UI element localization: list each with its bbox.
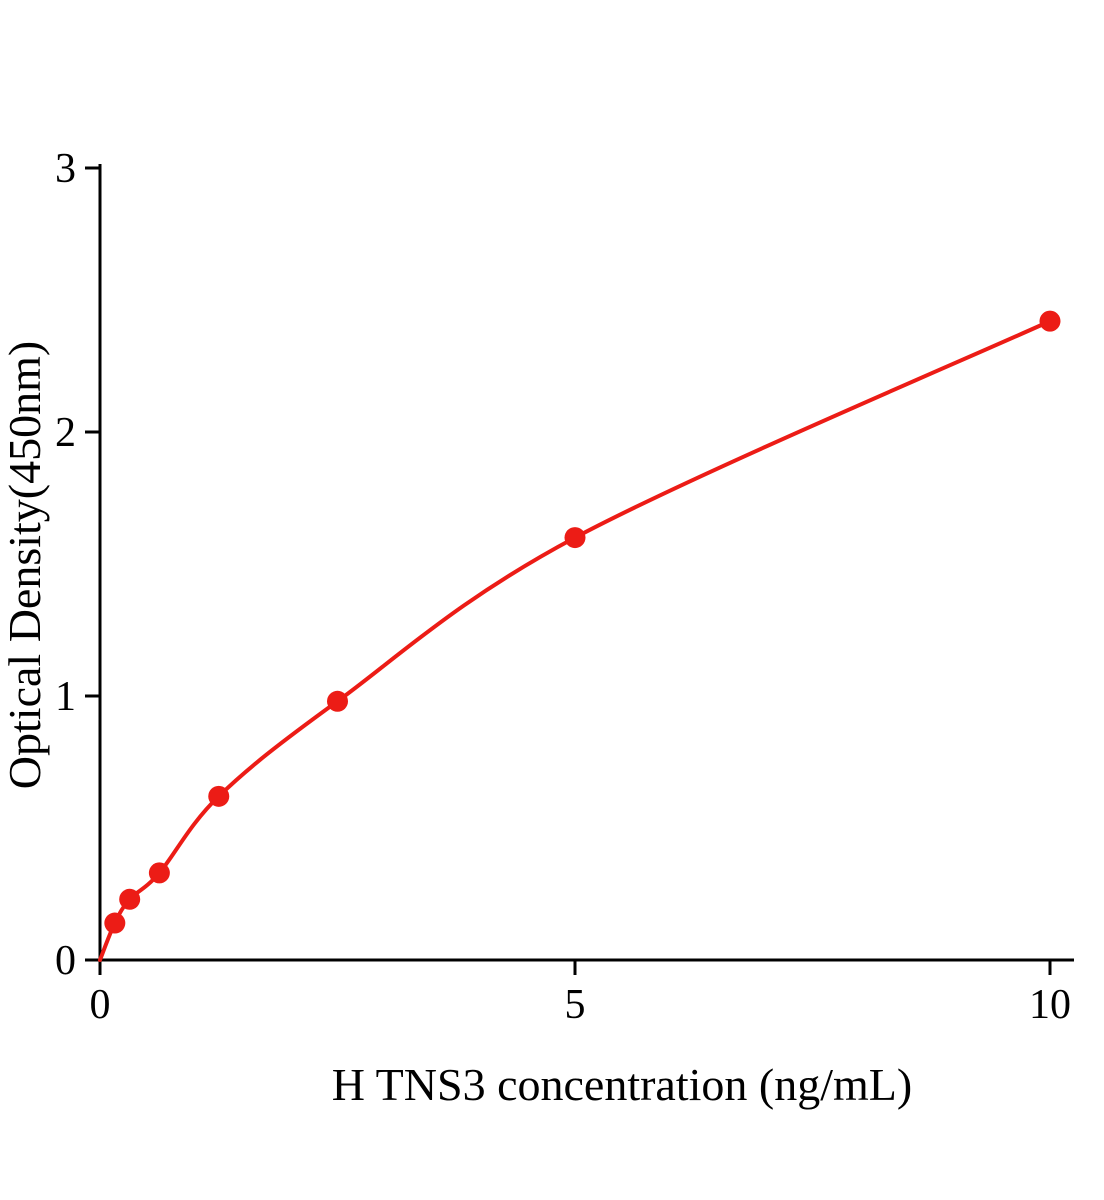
- data-point: [1039, 310, 1061, 332]
- data-point: [104, 912, 126, 934]
- data-point: [208, 785, 230, 807]
- curve-path: [98, 319, 1052, 962]
- data-point: [327, 690, 348, 712]
- y-tick-label: 1: [55, 674, 76, 720]
- x-axis-label: H TNS3 concentration (ng/mL): [332, 1059, 912, 1110]
- y-tick-label: 2: [55, 410, 76, 456]
- y-tick-label: 3: [55, 146, 76, 192]
- x-tick-label: 5: [565, 982, 586, 1028]
- y-axis-label: Optical Density(450nm): [0, 341, 50, 789]
- data-point: [148, 862, 170, 884]
- x-tick-label: 0: [90, 982, 111, 1028]
- x-tick-label: 10: [1029, 982, 1071, 1028]
- data-point: [564, 527, 586, 549]
- plot-area: 0 1 2 3 0 5 10: [55, 146, 1074, 1028]
- y-tick-label: 0: [55, 938, 76, 984]
- data-point: [119, 888, 141, 910]
